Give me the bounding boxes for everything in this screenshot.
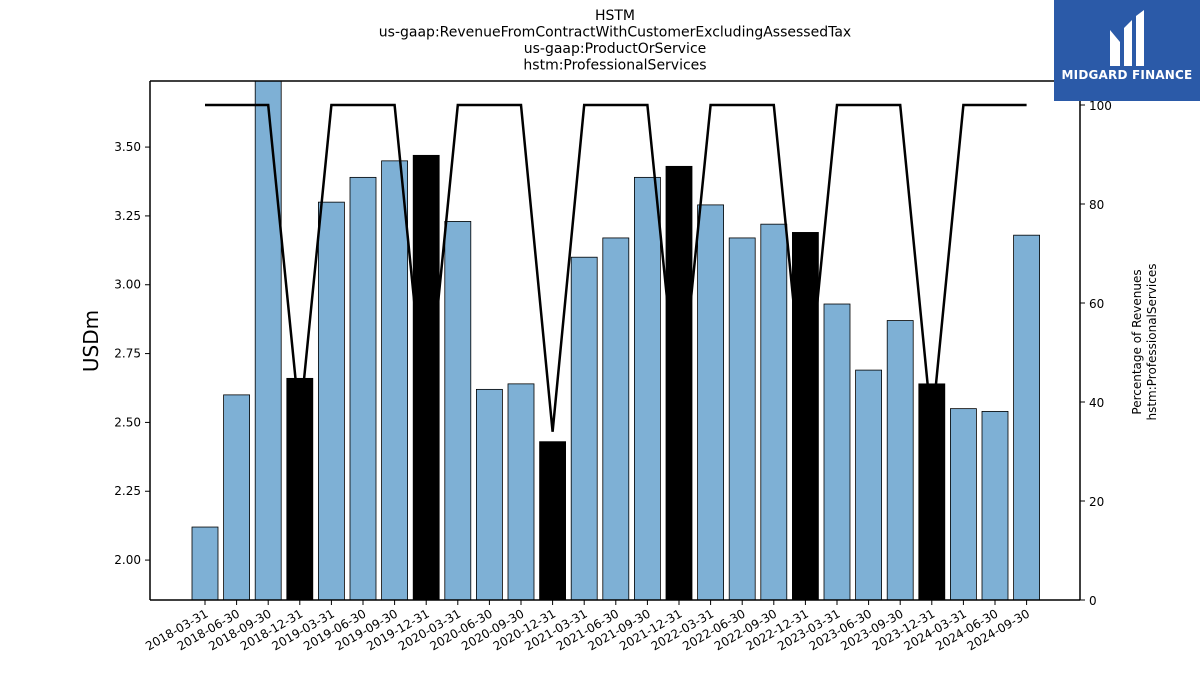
title-line-1: us-gaap:RevenueFromContractWithCustomerE… [379, 25, 851, 41]
bar-2019-09-30 [381, 160, 409, 600]
y-right-tick-label-60: 60 [1089, 297, 1104, 311]
percentage-line-group [205, 103, 1027, 432]
logo-text: MIDGARD FINANCE [1061, 68, 1193, 82]
bar-2019-06-30 [349, 176, 377, 600]
bar-2018-09-30 [254, 81, 282, 600]
y-right-tick-label-0: 0 [1089, 594, 1097, 608]
x-axis-ticks: 2018-03-312018-06-302018-09-302018-12-31… [143, 600, 1032, 653]
title-line-3: hstm:ProfessionalServices [523, 58, 706, 74]
bar-2020-06-30 [475, 388, 503, 600]
bar-2021-12-31 [665, 165, 693, 600]
bars-group [191, 81, 1040, 600]
bar-2022-06-30 [728, 237, 756, 600]
y-right-label-line-0: Percentage of Revenues [1130, 269, 1144, 414]
bar-2020-03-31 [444, 221, 472, 600]
bar-2022-03-31 [697, 204, 724, 600]
bar-2023-09-30 [886, 320, 914, 600]
y-right-label-line-1: hstm:ProfessionalServices [1145, 263, 1159, 420]
axes-group [149, 80, 1081, 601]
bar-2019-03-31 [317, 201, 345, 600]
y-tick-label-2.25: 2.25 [114, 484, 141, 498]
bar-2024-03-31 [950, 408, 977, 600]
y-right-tick-label-80: 80 [1089, 198, 1104, 212]
bar-2024-09-30 [1013, 234, 1040, 600]
y-axis-right-label: Percentage of Revenues hstm:ProfessionalS… [1130, 263, 1159, 420]
title-line-0: HSTM [595, 8, 635, 24]
y-tick-label-2.00: 2.00 [114, 553, 141, 567]
y-right-tick-label-100: 100 [1089, 99, 1112, 113]
y-tick-label-3.25: 3.25 [114, 209, 141, 223]
bar-2018-06-30 [223, 394, 251, 600]
bar-2020-09-30 [507, 383, 535, 600]
y-axis-right-ticks: 0 20 40 60 80 100 [1080, 99, 1112, 608]
y-right-tick-label-20: 20 [1089, 495, 1104, 509]
bar-2021-09-30 [634, 176, 661, 600]
bar-2019-12-31 [412, 154, 440, 600]
y-axis-left-ticks: 2.00 2.25 2.50 2.75 3.00 3.25 3.50 [114, 140, 150, 567]
y-tick-label-2.50: 2.50 [114, 415, 141, 429]
percentage-line [205, 103, 1027, 432]
bar-2022-09-30 [760, 223, 788, 600]
logo-mark-icon [1110, 10, 1144, 66]
y-right-tick-label-40: 40 [1089, 396, 1104, 410]
title-line-2: us-gaap:ProductOrService [524, 41, 707, 57]
bar-2020-12-31 [539, 441, 566, 600]
bar-2023-06-30 [855, 369, 882, 600]
bar-2024-06-30 [981, 410, 1009, 600]
y-tick-label-3.00: 3.00 [114, 278, 141, 292]
logo: MIDGARD FINANCE [1054, 0, 1200, 101]
bar-2021-03-31 [570, 256, 598, 600]
bar-2021-06-30 [602, 237, 630, 600]
bar-2018-03-31 [191, 526, 219, 600]
y-tick-label-2.75: 2.75 [114, 347, 141, 361]
y-axis-left-label: USDm [79, 310, 103, 372]
y-tick-label-3.50: 3.50 [114, 140, 141, 154]
chart-title: HSTMus-gaap:RevenueFromContractWithCusto… [379, 8, 851, 74]
bar-2023-03-31 [823, 303, 851, 600]
